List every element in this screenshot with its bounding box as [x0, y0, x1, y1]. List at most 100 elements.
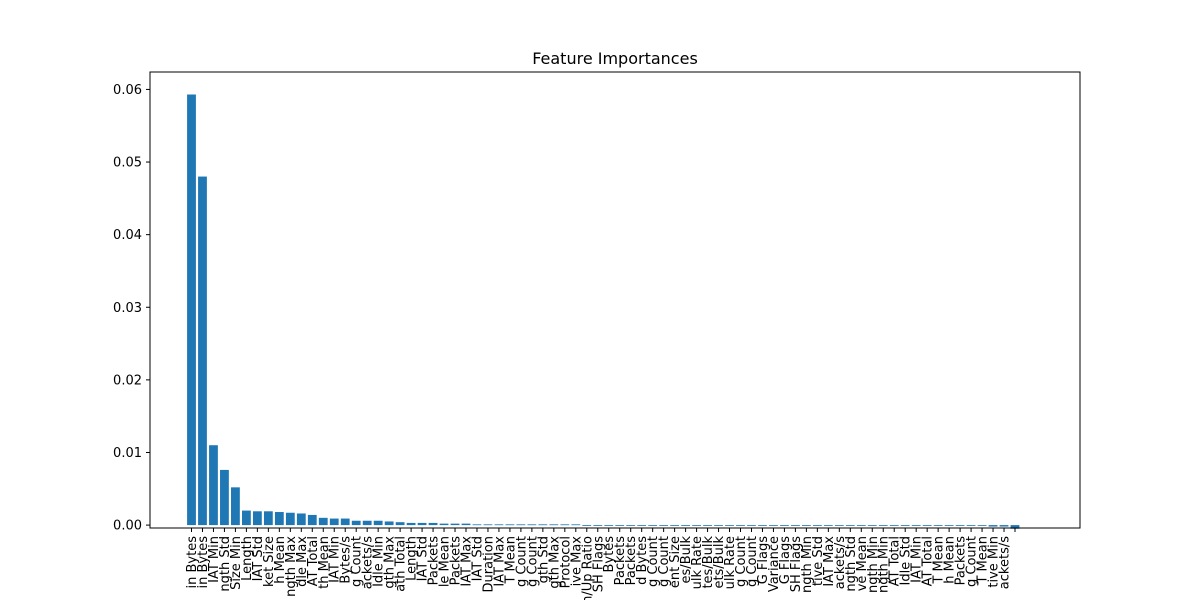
x-tick-label: ulk Rate — [723, 536, 738, 589]
x-tick-label: SH Flags — [591, 536, 606, 592]
bar — [703, 525, 712, 526]
bar — [395, 522, 405, 526]
x-tick-label: Idle Min — [372, 536, 387, 587]
bar — [461, 523, 471, 526]
x-tick-label: Bytes/s — [339, 536, 354, 584]
x-tick-label: Idle Std — [899, 536, 914, 585]
bar — [472, 524, 482, 526]
bar — [747, 525, 756, 526]
bar — [812, 525, 822, 526]
x-tick-label: gth Std — [536, 536, 551, 583]
x-tick-label: ve Mean — [855, 536, 870, 591]
bar — [780, 525, 789, 526]
x-tick-label: ulk Rate — [690, 536, 705, 589]
x-tick-label: ngth Min — [877, 536, 892, 593]
x-tick-label: T Mean — [932, 536, 947, 585]
x-tick-label: th Mean — [317, 536, 332, 589]
bar — [889, 525, 899, 526]
x-tick-label: d Bytes — [635, 536, 650, 585]
bar — [626, 525, 636, 526]
y-tick-label: 0.04 — [113, 228, 142, 243]
bar — [856, 525, 866, 526]
bar — [1010, 525, 1020, 529]
x-tick-label: ngth Std — [218, 536, 233, 592]
x-tick-label: IAT Min — [207, 536, 222, 583]
x-tick-label: ath Total — [394, 536, 409, 592]
bar — [736, 525, 745, 526]
bar — [801, 525, 811, 526]
bar — [494, 524, 504, 526]
bar — [307, 514, 317, 526]
bar — [220, 469, 229, 526]
x-tick-label: ket Size — [262, 536, 277, 587]
x-tick-label: Protocol — [558, 536, 573, 588]
x-tick-label: g Count — [646, 536, 661, 587]
x-tick-label: IAT Min — [328, 536, 343, 583]
x-tick-label: Variance — [767, 536, 782, 592]
bar — [362, 520, 372, 526]
bar — [582, 525, 592, 526]
bar — [340, 518, 350, 526]
bar — [198, 176, 207, 526]
bar — [823, 525, 833, 526]
y-tick-label: 0.06 — [113, 83, 142, 98]
bar — [659, 525, 669, 526]
bar — [329, 518, 339, 526]
bar — [911, 525, 921, 526]
x-tick-label: Packets — [624, 536, 639, 586]
bar — [867, 525, 877, 526]
bar — [977, 525, 987, 526]
bar — [505, 524, 515, 526]
x-tick-label: Size Min — [229, 536, 244, 590]
x-tick-label: ent Size — [668, 536, 683, 588]
bar — [318, 517, 328, 526]
x-tick-label: IAT Max — [492, 536, 507, 587]
x-tick-label: T Mean — [976, 536, 991, 585]
bar — [758, 525, 767, 526]
x-tick-label: IAT Min — [910, 536, 925, 583]
x-tick-label: h Mean — [273, 536, 288, 584]
bar — [187, 94, 196, 526]
axes-frame — [149, 71, 1081, 529]
x-tick-label: T Mean — [503, 536, 518, 585]
x-tick-label: ngth Min — [866, 536, 881, 593]
bar — [384, 521, 394, 526]
bar — [351, 520, 361, 526]
bar — [428, 522, 438, 526]
x-tick-label: AT Total — [306, 536, 321, 586]
x-tick-label: ackets/s — [833, 536, 848, 589]
x-tick-label: ackets/s — [361, 536, 376, 589]
bar — [516, 524, 526, 526]
bar — [900, 525, 910, 526]
bar — [834, 525, 844, 526]
bar — [999, 525, 1009, 527]
x-tick-label: g Count — [514, 536, 529, 587]
x-tick-label: g Count — [657, 536, 672, 587]
bar — [604, 525, 614, 526]
y-tick-label: 0.03 — [113, 301, 142, 316]
bar — [725, 525, 734, 526]
x-tick-label: ackets/s — [998, 536, 1013, 589]
bar — [263, 511, 273, 526]
x-tick-label: Duration — [481, 536, 496, 592]
x-tick-label: g Count — [965, 536, 980, 587]
x-tick-label: in Bytes — [185, 536, 200, 589]
bar — [637, 525, 647, 526]
bar — [878, 525, 888, 526]
bar — [571, 524, 581, 526]
bar — [296, 513, 306, 526]
x-tick-label: IAT Max — [460, 536, 475, 587]
bar — [538, 524, 548, 526]
bar — [285, 512, 295, 526]
x-tick-label: le Mean — [438, 536, 453, 587]
x-tick-label: h Mean — [943, 536, 958, 584]
x-tick-label: Packets — [954, 536, 969, 586]
chart-title: Feature Importances — [532, 49, 698, 68]
bar — [560, 524, 570, 526]
x-tick-label: tes/Bulk — [701, 536, 716, 589]
bar — [450, 523, 460, 526]
bar — [845, 525, 855, 526]
